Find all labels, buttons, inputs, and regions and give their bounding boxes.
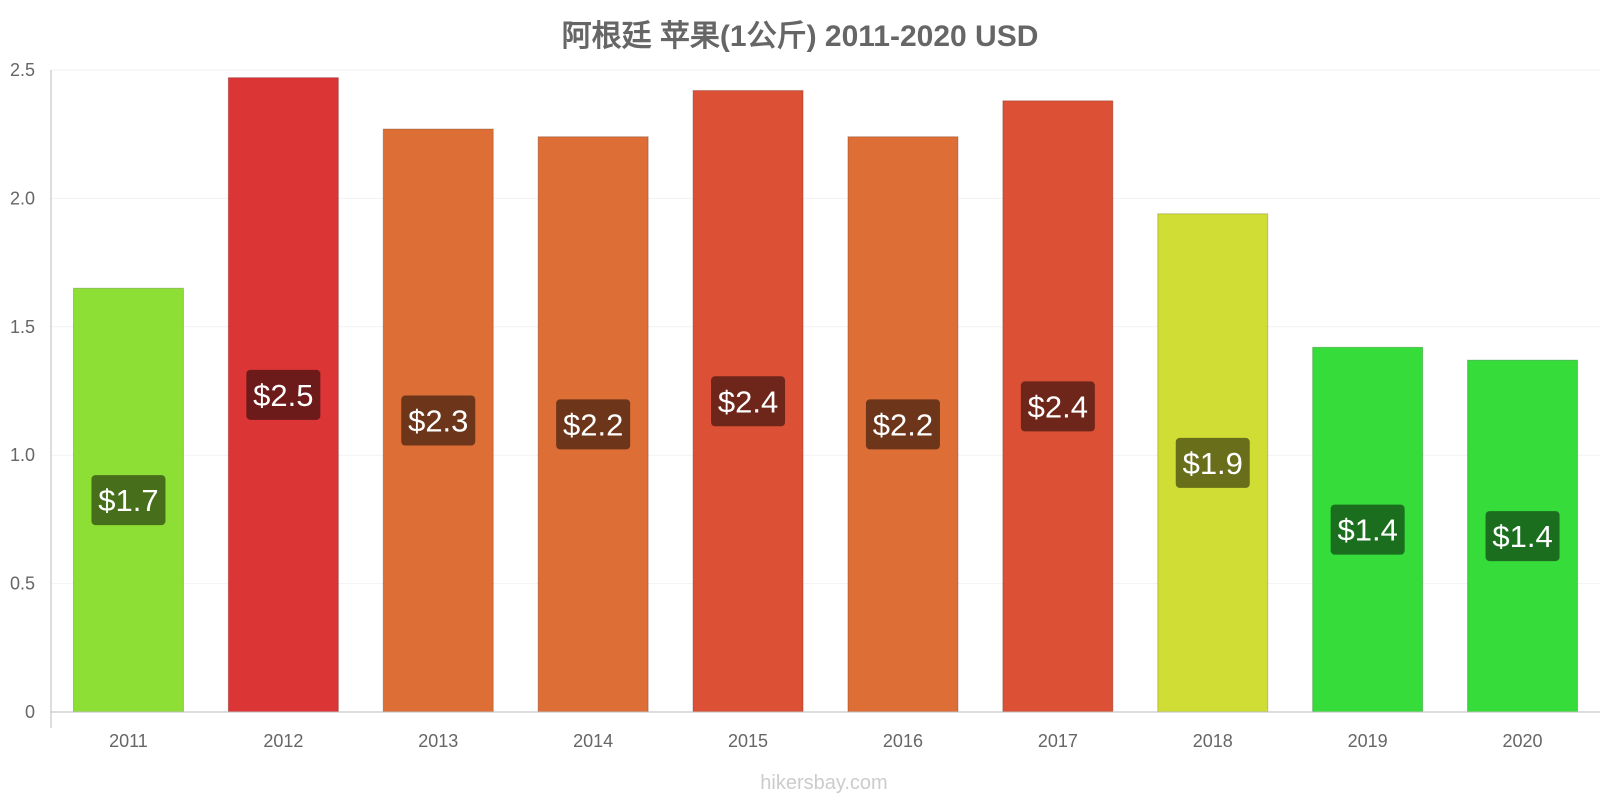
- data-label: $2.2: [563, 407, 623, 442]
- axes: [50, 70, 1600, 728]
- x-tick-labels: 2011 2012 2013 2014 2015 2016 2017 2018 2019 2020: [109, 731, 1542, 751]
- data-label-box: [246, 369, 321, 420]
- data-label: $2.4: [1028, 389, 1088, 424]
- data-label: $1.9: [1183, 446, 1243, 481]
- chart-title: 阿根廷 苹果(1公斤) 2011-2020 USD: [562, 20, 1039, 53]
- data-label-box: [401, 395, 476, 446]
- y-tick-label: 2.5: [10, 60, 35, 80]
- y-tick-label: 0: [25, 702, 35, 722]
- x-tick-label: 2014: [573, 731, 613, 751]
- y-tick-labels: 0 0.5 1.0 1.5 2.0 2.5: [10, 60, 35, 722]
- data-label-box: [1020, 381, 1095, 432]
- data-labels: $1.7 $2.5 $2.3 $2.2 $2.4 $2.2 $2.4 $1.9 $1.4 $1.4: [91, 369, 1560, 562]
- x-tick-label: 2018: [1193, 731, 1233, 751]
- x-tick-label: 2017: [1038, 731, 1078, 751]
- data-label-box: [865, 399, 940, 450]
- data-label-box: [1330, 504, 1405, 555]
- x-tick-label: 2015: [728, 731, 768, 751]
- x-tick-label: 2011: [109, 731, 148, 751]
- x-tick-label: 2012: [263, 731, 303, 751]
- x-tick-label: 2013: [418, 731, 458, 751]
- data-label-box: [1485, 511, 1560, 562]
- data-label: $2.3: [408, 404, 468, 439]
- y-tick-label: 2.0: [10, 188, 35, 208]
- data-label: $1.7: [98, 483, 158, 518]
- y-tick-label: 0.5: [10, 574, 35, 594]
- source-watermark: hikersbay.com: [760, 772, 887, 794]
- x-tick-label: 2016: [883, 731, 923, 751]
- y-tick-label: 1.5: [10, 317, 35, 337]
- data-label: $2.2: [873, 407, 933, 442]
- data-label-box: [556, 399, 631, 450]
- data-label-box: [91, 475, 166, 526]
- data-label: $1.4: [1492, 519, 1552, 554]
- x-tick-label: 2019: [1348, 731, 1388, 751]
- data-label: $1.4: [1337, 513, 1397, 548]
- data-label: $2.4: [718, 384, 778, 419]
- y-tick-label: 1.0: [10, 445, 35, 465]
- data-label-box: [1175, 437, 1250, 488]
- data-label: $2.5: [253, 378, 313, 413]
- x-tick-label: 2020: [1503, 731, 1543, 751]
- data-label-box: [711, 376, 786, 427]
